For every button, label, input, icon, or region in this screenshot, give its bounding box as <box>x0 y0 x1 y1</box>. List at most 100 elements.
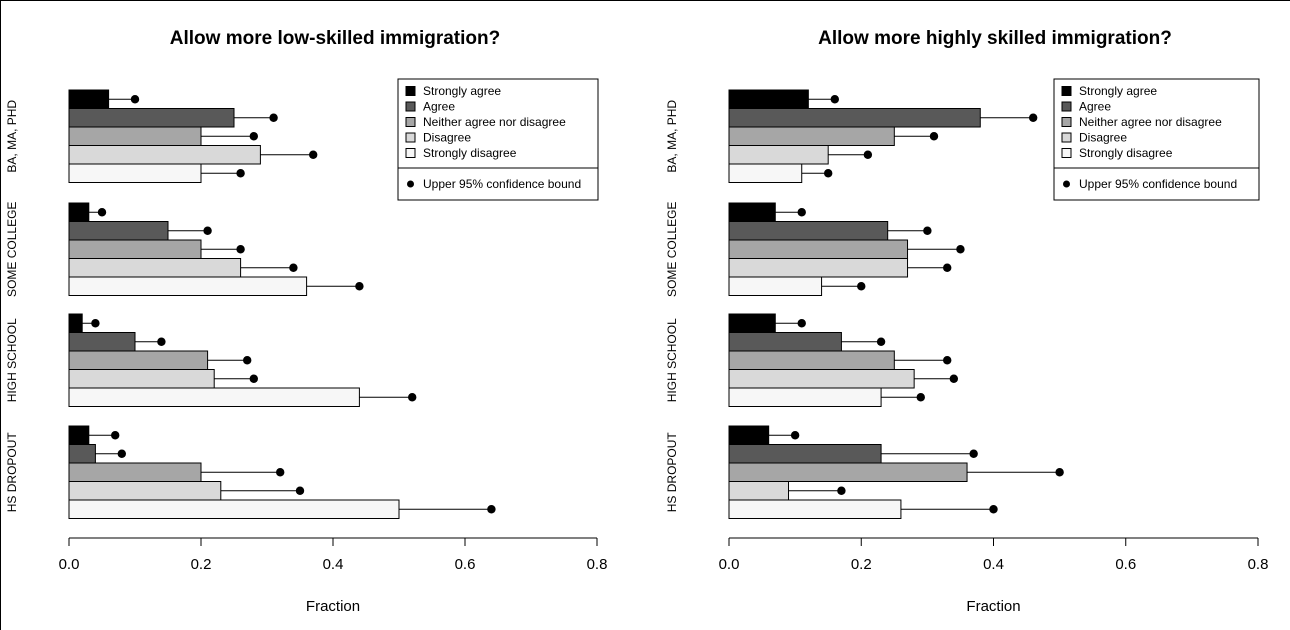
legend-swatch-strongly-agree <box>405 86 416 96</box>
ci-point-high-school-strongly-agree <box>797 319 806 328</box>
ci-point-high-school-agree <box>876 337 886 346</box>
ci-point-ba-ma-phd-neither-agree-nor-disagree <box>249 132 258 141</box>
ci-point-some-college-strongly-disagree <box>857 282 866 291</box>
x-axis-label: Fraction <box>306 598 360 615</box>
legend-swatch-neither-agree-nor-disagree <box>405 117 416 127</box>
ci-point-hs-dropout-disagree <box>295 486 305 495</box>
ci-point-hs-dropout-strongly-agree <box>790 431 800 440</box>
ci-point-high-school-disagree <box>249 374 258 383</box>
x-tick-label: 0.8 <box>1248 556 1269 573</box>
bar-ba-ma-phd-agree <box>68 108 235 128</box>
ci-point-some-college-strongly-agree <box>97 208 107 217</box>
ci-point-ba-ma-phd-agree <box>1028 113 1038 122</box>
bar-hs-dropout-agree <box>728 444 882 464</box>
chart-panel-low-skilled: Allow more low-skilled immigration? BA, M… <box>5 28 607 615</box>
ci-point-ba-ma-phd-strongly-agree <box>830 95 839 104</box>
bar-some-college-strongly-disagree <box>728 276 823 296</box>
legend-swatch-strongly-agree <box>1061 86 1072 96</box>
bar-hs-dropout-strongly-agree <box>728 425 770 445</box>
ci-point-ba-ma-phd-disagree <box>309 150 318 159</box>
x-tick-label: 0.0 <box>59 556 80 573</box>
bar-high-school-strongly-agree <box>728 313 776 333</box>
ci-point-high-school-agree <box>157 337 166 346</box>
bar-some-college-agree <box>68 221 169 241</box>
legend-label-strongly-agree: Strongly agree <box>1079 84 1157 98</box>
group-label-ba-ma-phd: BA, MA, PHD <box>5 100 19 173</box>
legend-swatch-agree <box>405 101 416 112</box>
group-label-hs-dropout: HS DROPOUT <box>5 432 19 513</box>
bar-high-school-disagree <box>728 369 915 389</box>
bar-high-school-strongly-agree <box>68 313 83 333</box>
ci-point-some-college-neither-agree-nor-disagree <box>236 245 245 254</box>
legend-swatch-strongly-disagree <box>405 148 416 158</box>
bar-some-college-strongly-agree <box>68 202 90 222</box>
bar-ba-ma-phd-disagree <box>68 145 261 165</box>
legend-label-strongly-agree: Strongly agree <box>423 84 501 98</box>
ci-point-hs-dropout-strongly-disagree <box>487 505 496 514</box>
ci-point-some-college-neither-agree-nor-disagree <box>956 245 965 254</box>
ci-point-high-school-neither-agree-nor-disagree <box>943 356 952 365</box>
x-tick-label: 0.4 <box>323 556 344 573</box>
legend-marker-ci <box>407 180 414 188</box>
chart-title: Allow more highly skilled immigration? <box>818 28 1172 49</box>
group-label-ba-ma-phd: BA, MA, PHD <box>665 100 679 173</box>
ci-point-high-school-strongly-agree <box>91 319 100 328</box>
bar-high-school-agree <box>728 332 842 352</box>
ci-point-hs-dropout-agree <box>969 449 978 458</box>
x-axis-label: Fraction <box>966 598 1020 615</box>
ci-point-ba-ma-phd-agree <box>269 113 278 122</box>
ci-point-some-college-agree <box>923 226 932 235</box>
legend-swatch-disagree <box>405 132 416 143</box>
bar-hs-dropout-strongly-agree <box>68 425 90 445</box>
ci-point-ba-ma-phd-strongly-agree <box>130 95 140 104</box>
legend-label-neither-agree-nor-disagree: Neither agree nor disagree <box>423 115 566 129</box>
bar-ba-ma-phd-strongly-disagree <box>728 163 803 183</box>
x-tick-label: 0.6 <box>455 556 476 573</box>
group-label-high-school: HIGH SCHOOL <box>665 318 679 402</box>
ci-point-some-college-strongly-disagree <box>355 282 364 291</box>
legend-label-ci: Upper 95% confidence bound <box>423 177 581 191</box>
ci-point-hs-dropout-neither-agree-nor-disagree <box>276 468 285 477</box>
bar-high-school-agree <box>68 332 136 352</box>
bar-some-college-disagree <box>728 258 909 278</box>
bar-hs-dropout-agree <box>68 444 96 464</box>
legend-label-disagree: Disagree <box>1079 131 1127 145</box>
ci-point-ba-ma-phd-strongly-disagree <box>823 169 833 178</box>
legend-label-neither-agree-nor-disagree: Neither agree nor disagree <box>1079 115 1222 129</box>
bar-hs-dropout-strongly-disagree <box>728 499 902 519</box>
bar-ba-ma-phd-strongly-agree <box>728 89 809 109</box>
bar-high-school-neither-agree-nor-disagree <box>728 350 895 370</box>
ci-point-some-college-agree <box>203 226 212 235</box>
legend-label-agree: Agree <box>1079 100 1111 114</box>
ci-point-hs-dropout-agree <box>117 449 127 458</box>
legend-label-ci: Upper 95% confidence bound <box>1079 177 1237 191</box>
bar-high-school-strongly-disagree <box>68 387 360 407</box>
x-tick-label: 0.8 <box>587 556 608 573</box>
bar-ba-ma-phd-strongly-disagree <box>68 163 202 183</box>
x-tick-label: 0.4 <box>983 556 1004 573</box>
bar-high-school-neither-agree-nor-disagree <box>68 350 209 370</box>
ci-point-high-school-strongly-disagree <box>408 393 417 402</box>
x-tick-label: 0.0 <box>719 556 740 573</box>
ci-point-high-school-disagree <box>949 374 959 383</box>
ci-point-high-school-neither-agree-nor-disagree <box>243 356 252 365</box>
legend-label-disagree: Disagree <box>423 131 471 145</box>
group-label-some-college: SOME COLLEGE <box>665 202 679 297</box>
group-label-hs-dropout: HS DROPOUT <box>665 432 679 513</box>
legend-label-strongly-disagree: Strongly disagree <box>423 146 517 160</box>
bar-hs-dropout-strongly-disagree <box>68 499 400 519</box>
bar-ba-ma-phd-neither-agree-nor-disagree <box>68 126 202 146</box>
bar-high-school-disagree <box>68 369 215 389</box>
bar-hs-dropout-neither-agree-nor-disagree <box>68 462 202 482</box>
legend-swatch-strongly-disagree <box>1061 148 1072 158</box>
x-tick-label: 0.6 <box>1115 556 1136 573</box>
legend-swatch-neither-agree-nor-disagree <box>1061 117 1072 127</box>
bar-some-college-disagree <box>68 258 242 278</box>
legend-label-strongly-disagree: Strongly disagree <box>1079 146 1173 160</box>
bar-hs-dropout-neither-agree-nor-disagree <box>728 462 968 482</box>
ci-point-some-college-disagree <box>289 263 298 272</box>
legend-marker-ci <box>1063 180 1070 188</box>
bar-hs-dropout-disagree <box>728 481 790 501</box>
